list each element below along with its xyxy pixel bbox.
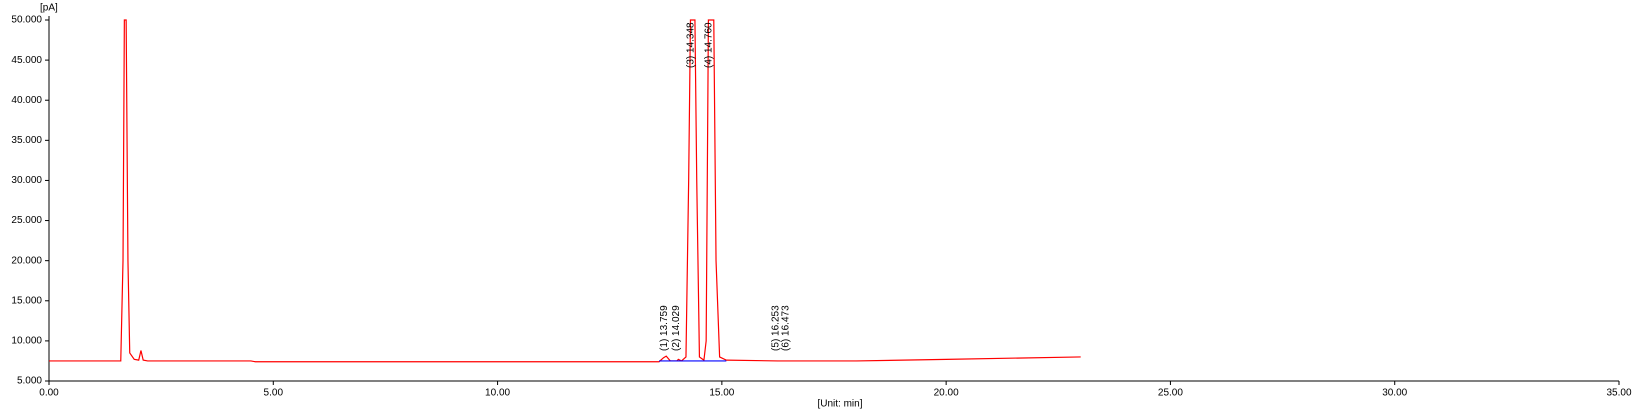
peak-label: (4) 14.760 xyxy=(704,22,715,68)
trace-line xyxy=(49,19,1081,363)
peak-label: (3) 14.348 xyxy=(685,22,696,68)
y-tick-label: 25.000 xyxy=(11,215,42,226)
y-tick-label: 10.000 xyxy=(11,336,42,347)
x-tick-label: 25.00 xyxy=(1158,388,1183,399)
y-axis-unit: [pA] xyxy=(40,3,58,14)
peak-label: (1) 13.759 xyxy=(659,305,670,351)
y-tick-label: 50.000 xyxy=(11,15,42,26)
y-tick-label: 5.000 xyxy=(17,376,42,387)
peak-label: (6) 16.473 xyxy=(781,305,792,351)
x-tick-label: 20.00 xyxy=(934,388,959,399)
y-tick-label: 15.000 xyxy=(11,295,42,306)
x-axis-unit: [Unit: min] xyxy=(817,399,862,410)
y-tick-label: 30.000 xyxy=(11,175,42,186)
y-tick-label: 35.000 xyxy=(11,135,42,146)
peak-label: (2) 14.029 xyxy=(671,305,682,351)
x-tick-label: 30.00 xyxy=(1382,388,1407,399)
x-tick-label: 0.00 xyxy=(39,388,59,399)
y-tick-label: 40.000 xyxy=(11,95,42,106)
x-tick-label: 35.00 xyxy=(1606,388,1631,399)
y-tick-label: 45.000 xyxy=(11,55,42,66)
peak-label: (5) 16.253 xyxy=(771,305,782,351)
y-tick-label: 20.000 xyxy=(11,255,42,266)
x-tick-label: 10.00 xyxy=(485,388,510,399)
x-tick-label: 5.00 xyxy=(264,388,284,399)
x-tick-label: 15.00 xyxy=(709,388,734,399)
